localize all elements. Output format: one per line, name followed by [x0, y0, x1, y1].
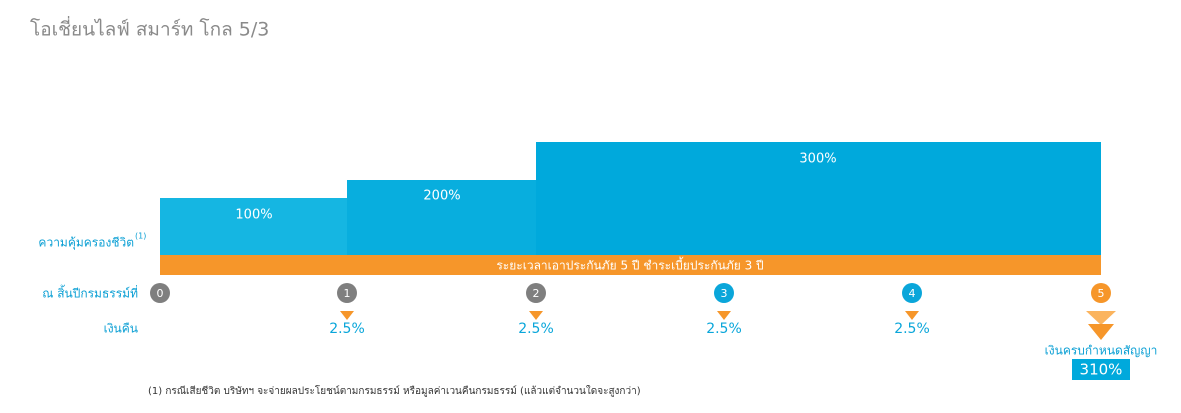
cashback-value: 2.5% — [706, 321, 742, 337]
year-dot — [902, 283, 922, 303]
cashback-value: 2.5% — [894, 321, 930, 337]
coverage-label: 100% — [235, 208, 272, 223]
maturity-arrow — [1086, 311, 1116, 325]
cashback-value: 2.5% — [329, 321, 365, 337]
cashback-arrow — [905, 311, 919, 320]
year-dot — [337, 283, 357, 303]
coverage-label: 200% — [423, 189, 460, 204]
year-dot — [526, 283, 546, 303]
year-number: 1 — [344, 287, 351, 300]
coverage-step — [160, 198, 347, 255]
maturity-label: เงินครบกำหนดสัญญา — [1045, 344, 1158, 358]
year-number: 4 — [909, 287, 916, 300]
footnote: (1) กรณีเสียชีวิต บริษัทฯ จะจ่ายผลประโยช… — [148, 384, 641, 397]
term-bar-label: ระยะเวลาเอาประกันภัย 5 ปี ชำระเบี้ยประกั… — [496, 257, 763, 273]
maturity-box — [1072, 359, 1130, 380]
coverage-label: 300% — [799, 152, 836, 167]
cashback-value: 2.5% — [518, 321, 554, 337]
cashback-arrow — [529, 311, 543, 320]
year-dot — [150, 283, 170, 303]
cashback-arrow — [340, 311, 354, 320]
year-number: 3 — [721, 287, 728, 300]
year-dot — [714, 283, 734, 303]
year-markers: 0 1 2 3 4 5 — [150, 283, 1111, 303]
cashback-arrow — [717, 311, 731, 320]
coverage-step — [347, 180, 536, 255]
maturity-value: 310% — [1080, 361, 1123, 379]
coverage-row-label: ความคุ้มครองชีวิต — [38, 236, 134, 251]
year-row-label: ณ สิ้นปีกรมธรรม์ที่ — [42, 285, 138, 301]
year-number: 0 — [157, 287, 164, 300]
coverage-step — [536, 142, 1101, 255]
year-number: 2 — [533, 287, 540, 300]
title: โอเชี่ยนไลฟ์ สมาร์ท โกล 5/3 — [30, 16, 269, 41]
term-bar — [160, 255, 1101, 275]
year-dot — [1091, 283, 1111, 303]
year-number: 5 — [1098, 287, 1105, 300]
cashback-row-label: เงินคืน — [104, 322, 138, 336]
cashback-markers: 2.5% 2.5% 2.5% 2.5% — [329, 311, 930, 337]
note-ref: (1) — [135, 232, 146, 241]
maturity-arrow — [1088, 324, 1114, 340]
